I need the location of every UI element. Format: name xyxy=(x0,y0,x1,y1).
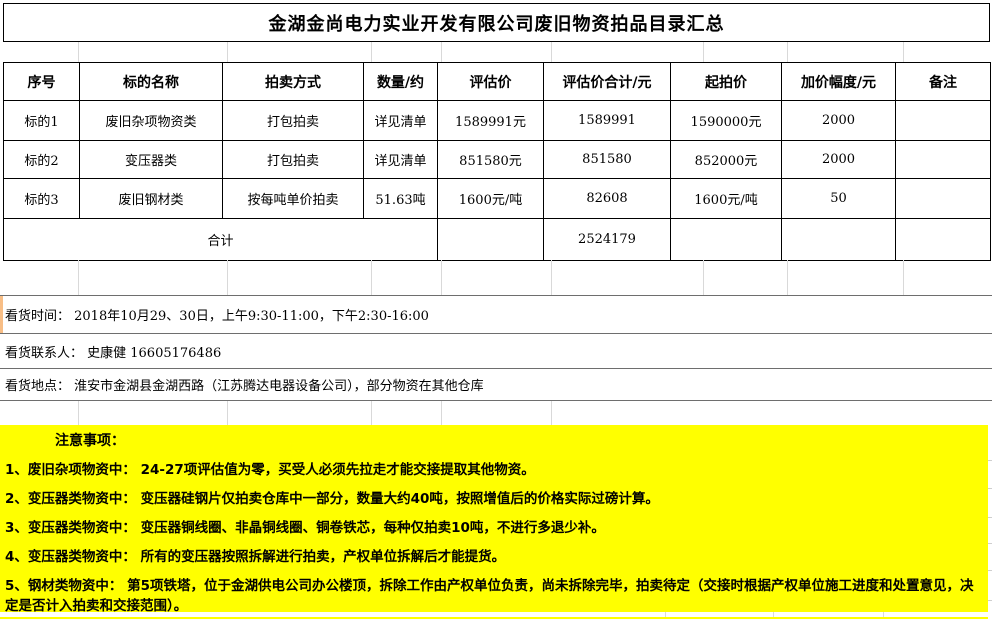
grid-strip-lower xyxy=(0,401,992,425)
column-header-appraisal-total: 评估价合计/元 xyxy=(544,63,671,101)
viewing-time-text: 看货时间： 2018年10月29、30日，上午9:30-11:00，下午2:30… xyxy=(5,309,429,324)
table-cell: 打包拍卖 xyxy=(223,141,364,179)
table-cell xyxy=(896,141,991,179)
notice-block-continuation xyxy=(0,617,988,619)
table-cell: 标的3 xyxy=(4,179,80,219)
location-row: 看货地点： 淮安市金湖县金湖西路（江苏腾达电器设备公司），部分物资在其他仓库 xyxy=(0,369,992,400)
contact-row: 看货联系人： 史康健 16605176486 xyxy=(0,334,992,368)
column-header-increment: 加价幅度/元 xyxy=(782,63,896,101)
table-cell: 2000 xyxy=(782,141,896,179)
viewing-time-row: 看货时间： 2018年10月29、30日，上午9:30-11:00，下午2:30… xyxy=(0,296,992,333)
table-cell: 详见清单 xyxy=(364,141,438,179)
table-cell: 废旧钢材类 xyxy=(80,179,223,219)
table-cell: 1590000元 xyxy=(671,101,782,141)
notice-item-5: 5、钢材类物资中： 第5项铁塔，位于金湖供电公司办公楼顶，拆除工作由产权单位负责… xyxy=(5,578,974,614)
grid-strip-middle xyxy=(0,260,992,295)
table-cell: 标的2 xyxy=(4,141,80,179)
table-cell: 1589991 xyxy=(544,101,671,141)
column-header-seq: 序号 xyxy=(4,63,80,101)
column-header-name: 标的名称 xyxy=(80,63,223,101)
location-text: 看货地点： 淮安市金湖县金湖西路（江苏腾达电器设备公司），部分物资在其他仓库 xyxy=(5,379,484,394)
table-cell: 详见清单 xyxy=(364,101,438,141)
table-cell: 1600元/吨 xyxy=(671,179,782,219)
table-cell: 2000 xyxy=(782,101,896,141)
table-cell: 51.63吨 xyxy=(364,179,438,219)
table-cell: 852000元 xyxy=(671,141,782,179)
notice-item-2: 2、变压器类物资中： 变压器硅钢片仅拍卖仓库中一部分，数量大约40吨，按照增值后… xyxy=(5,491,659,507)
column-header-method: 拍卖方式 xyxy=(223,63,364,101)
table-cell: 打包拍卖 xyxy=(223,101,364,141)
right-grid-strip xyxy=(988,425,992,619)
page-title: 金湖金尚电力实业开发有限公司废旧物资拍品目录汇总 xyxy=(3,3,990,42)
table-cell: 82608 xyxy=(544,179,671,219)
notice-heading: 注意事项： xyxy=(55,433,125,449)
table-cell xyxy=(438,219,544,261)
table-cell: 851580元 xyxy=(438,141,544,179)
notice-item-4: 4、变压器类物资中： 所有的变压器按照拆解进行拍卖，产权单位拆解后才能提货。 xyxy=(5,549,506,565)
notice-item-1: 1、废旧杂项物资中： 24-27项评估值为零，买受人必须先拉走才能交接提取其他物… xyxy=(5,462,535,478)
column-header-appraisal: 评估价 xyxy=(438,63,544,101)
contact-text: 看货联系人： 史康健 16605176486 xyxy=(5,345,222,361)
table-cell xyxy=(782,219,896,261)
auction-items-table: 序号 标的名称 拍卖方式 数量/约 评估价 评估价合计/元 起拍价 加价幅度/元… xyxy=(3,62,991,261)
table-cell: 废旧杂项物资类 xyxy=(80,101,223,141)
table-cell: 按每吨单价拍卖 xyxy=(223,179,364,219)
grid-strip-bottom xyxy=(0,612,992,617)
table-cell: 851580 xyxy=(544,141,671,179)
table-cell: 标的1 xyxy=(4,101,80,141)
total-label-cell: 合计 xyxy=(4,219,438,261)
table-cell: 变压器类 xyxy=(80,141,223,179)
column-header-remark: 备注 xyxy=(896,63,991,101)
accent-strip xyxy=(0,296,3,333)
table-cell: 1600元/吨 xyxy=(438,179,544,219)
notice-item-3: 3、变压器类物资中： 变压器铜线圈、非晶铜线圈、铜卷铁芯，每种仅拍卖10吨，不进… xyxy=(5,520,605,536)
notice-block: 注意事项： 1、废旧杂项物资中： 24-27项评估值为零，买受人必须先拉走才能交… xyxy=(0,425,988,614)
table-cell xyxy=(896,219,991,261)
table-cell: 50 xyxy=(782,179,896,219)
column-header-quantity: 数量/约 xyxy=(364,63,438,101)
total-appraisal-cell: 2524179 xyxy=(544,219,671,261)
table-cell xyxy=(671,219,782,261)
table-cell xyxy=(896,179,991,219)
table-cell xyxy=(896,101,991,141)
grid-strip-top xyxy=(0,42,992,62)
column-header-start-price: 起拍价 xyxy=(671,63,782,101)
table-cell: 1589991元 xyxy=(438,101,544,141)
